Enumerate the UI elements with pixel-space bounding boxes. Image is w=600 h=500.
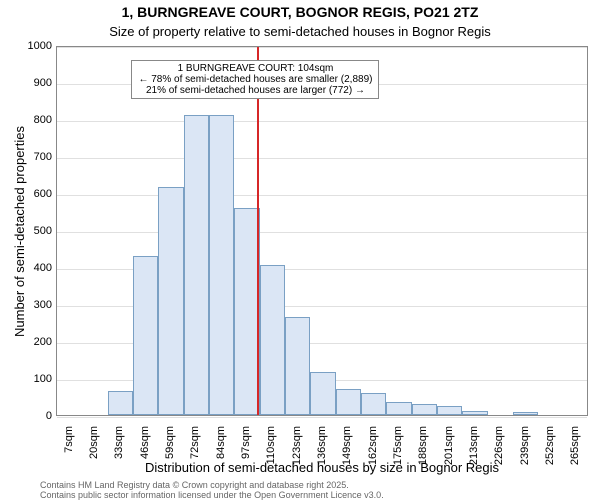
histogram-bar [158, 187, 183, 415]
annotation-line: 21% of semi-detached houses are larger (… [138, 85, 372, 96]
reference-line [257, 47, 259, 415]
histogram-bar [513, 412, 538, 415]
y-tick: 500 [34, 225, 52, 237]
histogram-bar [108, 391, 133, 415]
y-tick: 0 [46, 410, 52, 422]
histogram-bar [412, 404, 437, 415]
histogram-bar [310, 372, 335, 415]
y-tick: 200 [34, 336, 52, 348]
grid-line [57, 158, 587, 159]
histogram-bar [336, 389, 361, 415]
y-tick: 800 [34, 114, 52, 126]
footer-attribution: Contains HM Land Registry data © Crown c… [40, 480, 384, 500]
y-tick: 300 [34, 299, 52, 311]
grid-line [57, 417, 587, 418]
chart-subtitle: Size of property relative to semi-detach… [0, 24, 600, 39]
y-axis-label: Number of semi-detached properties [12, 126, 27, 337]
x-axis-label: Distribution of semi-detached houses by … [56, 460, 588, 475]
chart-root: 1, BURNGREAVE COURT, BOGNOR REGIS, PO21 … [0, 0, 600, 500]
histogram-bar [184, 115, 209, 415]
plot-area: 1 BURNGREAVE COURT: 104sqm← 78% of semi-… [56, 46, 588, 416]
histogram-bar [285, 317, 310, 415]
chart-title: 1, BURNGREAVE COURT, BOGNOR REGIS, PO21 … [0, 4, 600, 20]
y-tick: 100 [34, 373, 52, 385]
histogram-bar [133, 256, 158, 415]
y-tick: 1000 [28, 40, 52, 52]
grid-line [57, 47, 587, 48]
grid-line [57, 232, 587, 233]
histogram-bar [209, 115, 234, 415]
histogram-bar [437, 406, 462, 415]
histogram-bar [462, 411, 487, 415]
histogram-bar [361, 393, 386, 415]
histogram-bar [386, 402, 411, 415]
grid-line [57, 121, 587, 122]
y-tick: 400 [34, 262, 52, 274]
y-tick: 600 [34, 188, 52, 200]
histogram-bar [260, 265, 285, 415]
y-tick: 700 [34, 151, 52, 163]
y-tick: 900 [34, 77, 52, 89]
annotation-line: ← 78% of semi-detached houses are smalle… [138, 74, 372, 85]
annotation-line: 1 BURNGREAVE COURT: 104sqm [138, 63, 372, 74]
grid-line [57, 195, 587, 196]
annotation-box: 1 BURNGREAVE COURT: 104sqm← 78% of semi-… [131, 60, 379, 99]
